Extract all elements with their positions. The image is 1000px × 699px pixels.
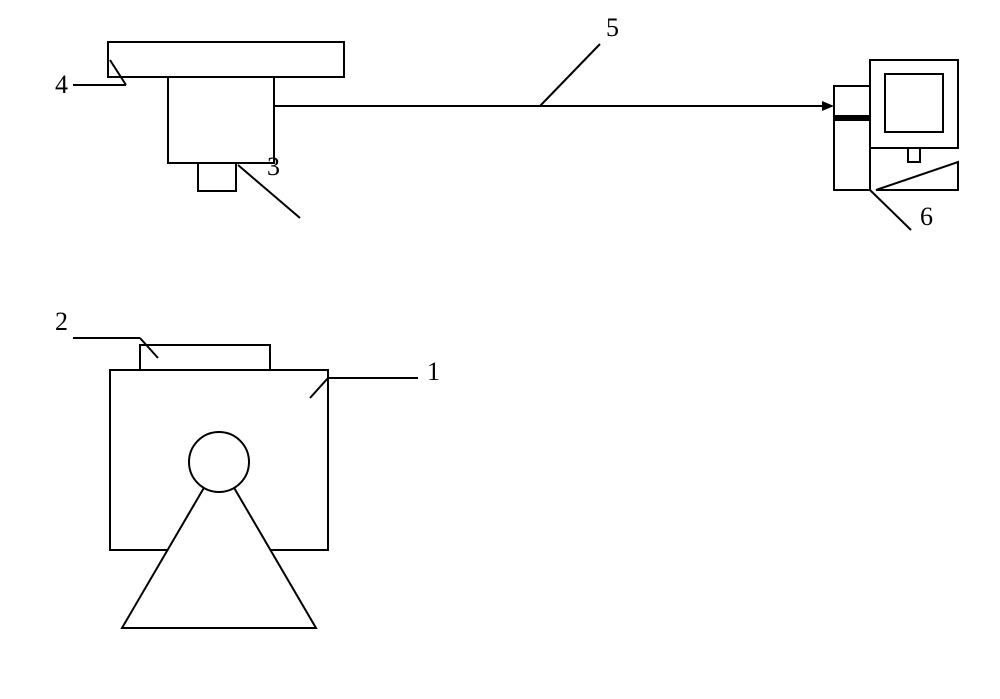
computer-body	[834, 86, 870, 190]
monitor-inner	[885, 74, 943, 132]
monitor-neck	[908, 148, 920, 162]
label-6: 6	[920, 202, 933, 231]
label-1: 1	[427, 357, 440, 386]
leader-5	[540, 44, 600, 106]
body-rect	[168, 77, 274, 163]
keyboard	[876, 162, 958, 190]
leader-6	[870, 190, 911, 230]
stage-top	[140, 345, 270, 370]
label-5: 5	[606, 13, 619, 42]
diagram: 1 2 3 4 5 6	[0, 0, 1000, 699]
top-bar	[108, 42, 344, 77]
small-rect	[198, 163, 236, 191]
stage-circle	[189, 432, 249, 492]
label-2: 2	[55, 307, 68, 336]
label-3: 3	[267, 152, 280, 181]
label-4: 4	[55, 70, 68, 99]
